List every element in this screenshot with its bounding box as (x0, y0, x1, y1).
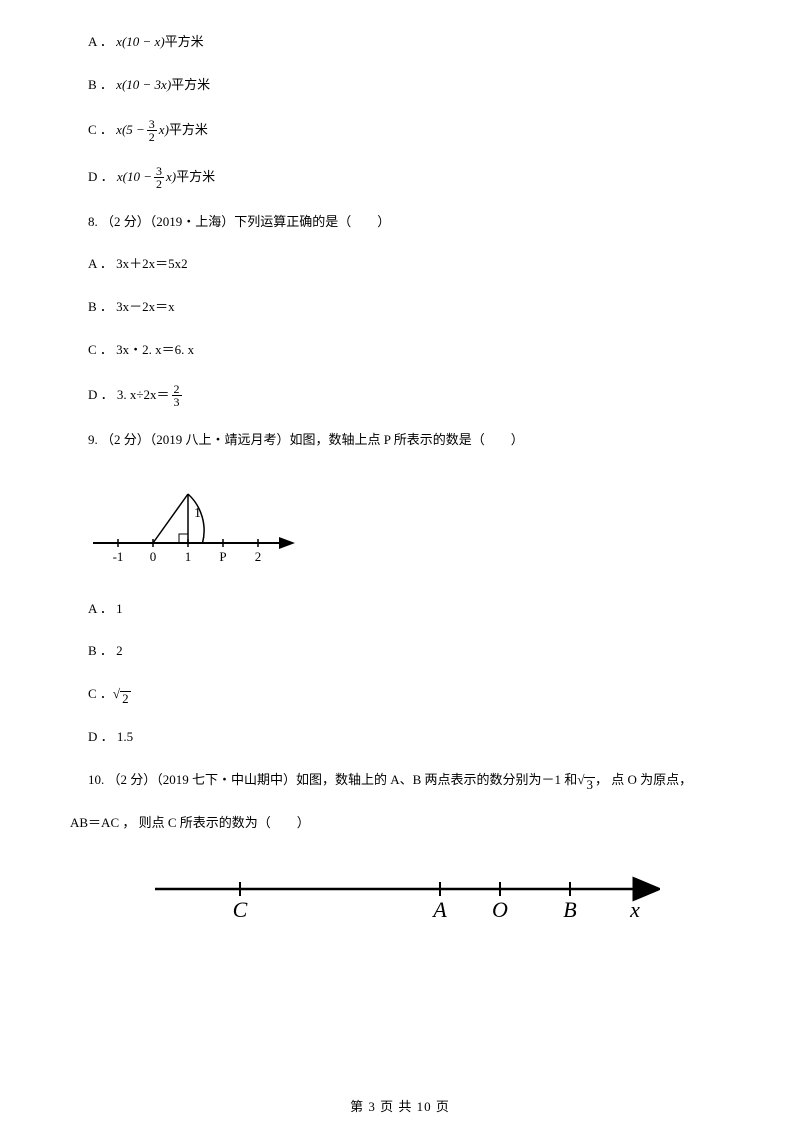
sqrt: √2 (113, 684, 131, 705)
q9-option-d: D ． 1.5 (70, 727, 730, 748)
q9-stem: 9. （2 分）（2019 八上・靖远月考）如图，数轴上点 P 所表示的数是（ … (70, 430, 730, 451)
unit: 平方米 (169, 120, 208, 141)
page-footer: 第 3 页 共 10 页 (0, 1097, 800, 1118)
q8-stem: 8. （2 分）（2019・上海）下列运算正确的是（ ） (70, 212, 730, 233)
radicand: 3 (584, 777, 595, 791)
math-expr-tail: x) (166, 167, 176, 188)
label: A ． (88, 32, 113, 53)
frac-d: 2 (154, 178, 164, 190)
q8-option-b: B ． 3x－2x＝x (70, 297, 730, 318)
unit: 平方米 (165, 32, 204, 53)
q9-figure: -1 0 1 P 2 1 (88, 473, 730, 573)
q8-option-d: D ． 3. x÷2x＝ 23 (70, 383, 730, 408)
svg-text:1: 1 (194, 506, 201, 521)
unit: 平方米 (176, 167, 215, 188)
radical-icon: √ (113, 684, 120, 705)
text: ， 点 O 为原点， (595, 770, 692, 791)
q7-option-c: C ． x(5 − 32x) 平方米 (70, 118, 730, 143)
q10-figure: C A O Bx (70, 869, 730, 929)
q9-option-b: B ． 2 (70, 641, 730, 662)
prefix: D ． 3. x÷2x＝ (88, 385, 170, 406)
svg-text:O: O (492, 897, 508, 922)
math-expr: x(10 − x) (116, 32, 164, 53)
unit: 平方米 (171, 75, 210, 96)
svg-text:C: C (233, 897, 248, 922)
frac-d: 3 (172, 396, 182, 408)
svg-text:x: x (629, 897, 640, 922)
q10-stem-line2: AB＝AC ， 则点 C 所表示的数为（ ） (70, 813, 730, 834)
label: B ． (88, 75, 113, 96)
q7-option-a: A ． x(10 − x) 平方米 (70, 32, 730, 53)
svg-text:0: 0 (150, 549, 157, 564)
math-expr-head: x(5 − (116, 120, 145, 141)
fraction: 32 (154, 165, 164, 190)
q8-option-a: A ． 3x＋2x＝5x2 (70, 254, 730, 275)
fraction: 23 (172, 383, 182, 408)
prefix: C ． (88, 684, 113, 705)
number-line-caob: C A O Bx (140, 869, 660, 929)
sqrt: √3 (577, 770, 595, 791)
frac-n: 3 (147, 118, 157, 130)
text: 10. （2 分）（2019 七下・中山期中）如图，数轴上的 A、B 两点表示的… (88, 770, 577, 791)
number-line-arc: -1 0 1 P 2 1 (88, 473, 298, 573)
frac-n: 2 (172, 383, 182, 395)
fraction: 32 (147, 118, 157, 143)
radical-icon: √ (577, 770, 584, 791)
q8-option-c: C ． 3x・2. x＝6. x (70, 340, 730, 361)
q7-option-b: B ． x(10 − 3x) 平方米 (70, 75, 730, 96)
q9-option-c: C ． √2 (70, 684, 730, 705)
svg-text:B: B (563, 897, 576, 922)
q9-option-a: A ． 1 (70, 599, 730, 620)
label: C ． (88, 120, 113, 141)
svg-text:A: A (431, 897, 447, 922)
svg-text:-1: -1 (113, 549, 124, 564)
math-expr-head: x(10 − (117, 167, 152, 188)
q7-option-d: D ． x(10 − 32x) 平方米 (70, 165, 730, 190)
frac-n: 3 (154, 165, 164, 177)
q10-stem-line1: 10. （2 分）（2019 七下・中山期中）如图，数轴上的 A、B 两点表示的… (70, 770, 730, 791)
page-content: A ． x(10 − x) 平方米 B ． x(10 − 3x) 平方米 C ．… (0, 0, 800, 929)
frac-d: 2 (147, 131, 157, 143)
radicand: 2 (120, 691, 131, 705)
label: D ． (88, 167, 114, 188)
svg-text:P: P (219, 549, 226, 564)
math-expr-tail: x) (159, 120, 169, 141)
svg-text:2: 2 (255, 549, 262, 564)
svg-text:1: 1 (185, 549, 192, 564)
math-expr: x(10 − 3x) (116, 75, 171, 96)
